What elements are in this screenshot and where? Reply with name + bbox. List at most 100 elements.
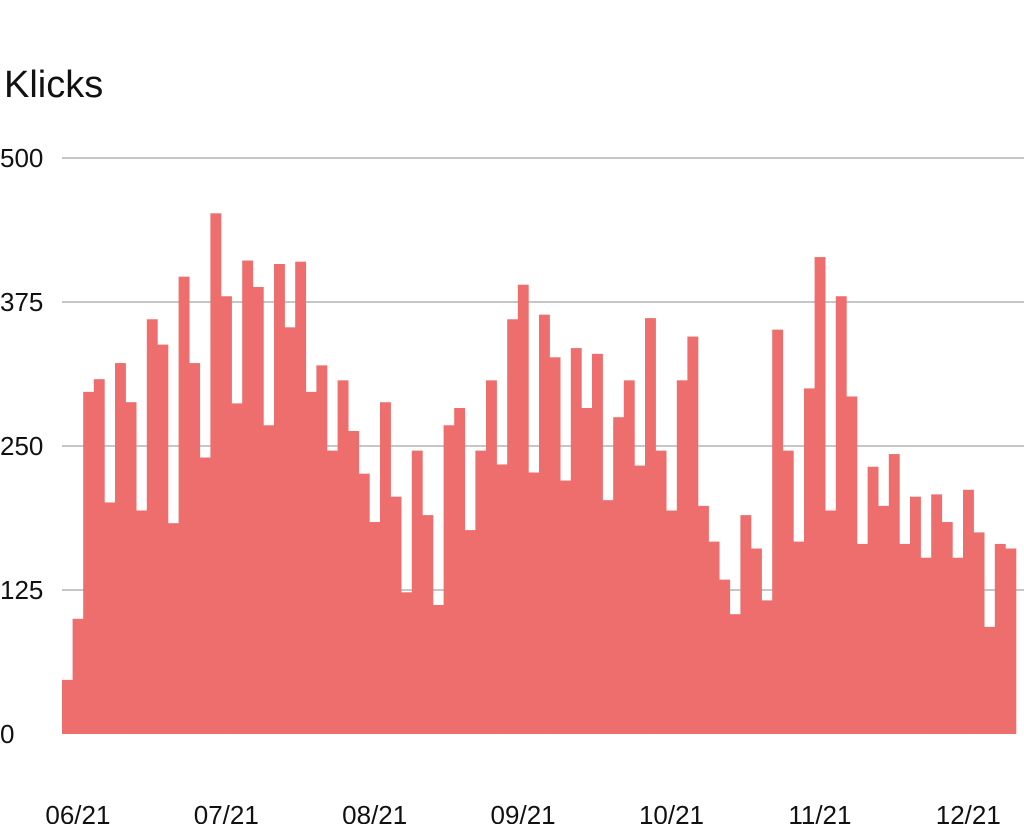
bar — [443, 425, 455, 734]
y-axis-ticks: 0 125 250 375 500 — [0, 143, 43, 749]
bar — [729, 614, 741, 734]
bar — [316, 365, 328, 734]
bars — [62, 213, 1017, 735]
bar — [645, 318, 656, 734]
bar — [761, 600, 773, 734]
bar — [189, 363, 201, 734]
chart-title: Klicks — [4, 64, 104, 106]
bar — [698, 505, 709, 734]
bar — [305, 391, 317, 734]
bar — [433, 604, 444, 734]
bar — [517, 284, 529, 734]
bar — [782, 450, 794, 734]
bar — [910, 496, 921, 734]
bar — [274, 263, 285, 734]
bar — [846, 396, 858, 734]
x-tick-label: 06/21 — [45, 800, 110, 824]
bar — [857, 543, 868, 734]
bar — [146, 319, 158, 734]
bar — [634, 465, 646, 734]
bar — [210, 213, 222, 735]
bar — [380, 402, 391, 734]
bar — [952, 557, 964, 734]
y-tick-label: 250 — [0, 431, 43, 461]
bar — [72, 618, 84, 734]
bar — [772, 329, 784, 734]
x-tick-label: 08/21 — [342, 800, 407, 824]
bar — [199, 457, 211, 734]
bar — [104, 502, 116, 734]
bar — [941, 522, 953, 734]
y-tick-label: 125 — [0, 575, 43, 605]
bar — [666, 510, 678, 734]
y-tick-label: 375 — [0, 287, 43, 317]
bar — [242, 260, 254, 734]
bar — [740, 515, 752, 734]
bar — [867, 466, 879, 734]
bar — [168, 523, 179, 734]
bar — [549, 357, 561, 734]
bar — [284, 327, 296, 734]
bar — [263, 425, 275, 734]
bar — [178, 276, 190, 734]
bar — [231, 403, 243, 734]
y-tick-label: 0 — [0, 719, 14, 749]
bar — [83, 391, 95, 734]
bar — [454, 407, 466, 734]
y-tick-label: 500 — [0, 143, 43, 173]
bar — [115, 363, 126, 734]
bar — [1005, 548, 1017, 734]
bar — [327, 450, 338, 734]
bar — [125, 402, 137, 734]
bar — [804, 388, 815, 734]
bar — [496, 464, 508, 734]
bar — [878, 505, 890, 734]
bar — [973, 532, 985, 734]
bar — [401, 592, 413, 734]
bar — [507, 319, 519, 734]
bar — [899, 543, 911, 734]
bar — [570, 348, 582, 734]
bar — [708, 541, 720, 734]
bar — [623, 380, 635, 734]
bar — [963, 489, 974, 734]
x-tick-label: 09/21 — [491, 800, 556, 824]
bar — [422, 515, 434, 734]
bar — [920, 557, 932, 734]
bar — [676, 380, 688, 734]
bar — [687, 336, 699, 734]
bar — [337, 380, 349, 734]
bar — [888, 454, 900, 734]
bar — [994, 543, 1006, 734]
bar — [751, 548, 762, 734]
bar — [825, 510, 837, 734]
bar — [369, 522, 381, 734]
bar — [793, 541, 805, 734]
bar — [655, 450, 667, 734]
bar — [221, 296, 232, 734]
bar — [931, 494, 943, 734]
bar — [475, 450, 487, 734]
bar — [136, 510, 148, 734]
bar — [62, 679, 73, 734]
x-tick-label: 11/21 — [788, 800, 851, 824]
x-axis-ticks: 06/21 07/21 08/21 09/21 10/21 11/21 12/21 — [45, 800, 1000, 824]
x-tick-label: 10/21 — [639, 800, 704, 824]
bar — [539, 314, 550, 734]
bar — [528, 472, 540, 734]
bar — [295, 261, 307, 734]
x-tick-label: 12/21 — [936, 800, 1001, 824]
bar — [157, 344, 169, 734]
bar — [486, 380, 497, 734]
bar — [348, 431, 360, 734]
bar — [390, 496, 402, 734]
x-tick-label: 07/21 — [194, 800, 259, 824]
bar — [581, 407, 593, 734]
bar — [464, 530, 476, 734]
bar — [835, 296, 847, 734]
bar — [252, 287, 264, 734]
bar — [411, 450, 423, 734]
bar — [719, 579, 731, 734]
bar — [93, 379, 105, 734]
